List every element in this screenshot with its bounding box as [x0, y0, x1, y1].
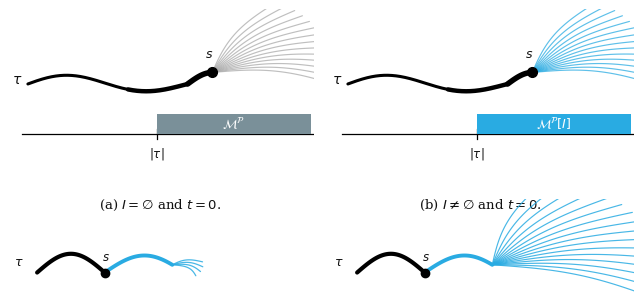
Text: $s$: $s$: [205, 48, 213, 61]
Text: $|\tau|$: $|\tau|$: [149, 146, 164, 161]
Text: $|\tau|$: $|\tau|$: [469, 146, 484, 161]
Text: $\tau$: $\tau$: [12, 73, 22, 87]
Text: $\tau$: $\tau$: [14, 256, 24, 269]
Text: $s$: $s$: [102, 251, 110, 264]
Text: $\tau$: $\tau$: [334, 256, 344, 269]
Bar: [157, 114, 310, 134]
Text: $s$: $s$: [525, 48, 533, 61]
Text: $\tau$: $\tau$: [332, 73, 342, 87]
Text: $s$: $s$: [422, 251, 430, 264]
Text: $\mathcal{M}^{\mathcal{P}}$: $\mathcal{M}^{\mathcal{P}}$: [222, 116, 245, 132]
Text: (b) $I \neq \varnothing$ and $t = 0$.: (b) $I \neq \varnothing$ and $t = 0$.: [419, 198, 541, 213]
Text: $\mathcal{M}^{\mathcal{P}}[I]$: $\mathcal{M}^{\mathcal{P}}[I]$: [536, 116, 572, 132]
Text: (a) $I = \varnothing$ and $t = 0$.: (a) $I = \varnothing$ and $t = 0$.: [99, 198, 221, 213]
Bar: [477, 114, 630, 134]
